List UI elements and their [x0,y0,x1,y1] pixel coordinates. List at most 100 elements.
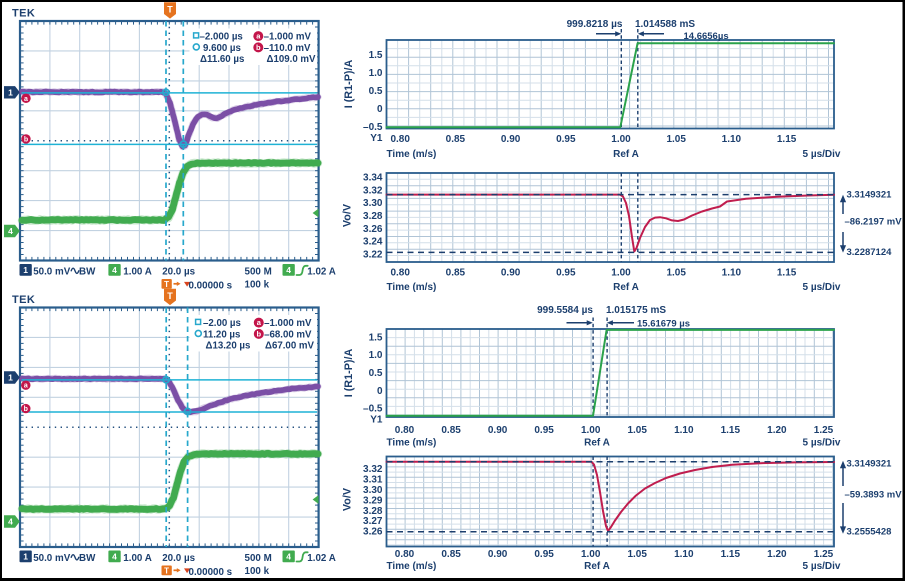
svg-text:BW: BW [79,553,96,564]
svg-text:b: b [256,43,261,52]
svg-text:100 k: 100 k [245,566,270,577]
svg-text:Ref A: Ref A [613,149,639,160]
svg-text:15.61679 µs: 15.61679 µs [637,319,690,330]
svg-text:1.15: 1.15 [721,549,741,560]
svg-text:0.95: 0.95 [534,549,554,560]
svg-text:–86.2197 mV: –86.2197 mV [845,217,903,228]
svg-text:TEK: TEK [12,8,35,20]
svg-text:T: T [167,5,173,15]
svg-text:1: 1 [8,373,13,383]
svg-text:0.90: 0.90 [501,268,521,279]
svg-text:1.10: 1.10 [722,268,742,279]
svg-text:3.22: 3.22 [363,250,383,261]
svg-text:5 µs/Div: 5 µs/Div [802,561,840,572]
svg-text:0.95: 0.95 [534,425,554,436]
svg-text:T: T [164,566,169,575]
svg-text:Vo/V: Vo/V [342,487,354,511]
svg-text:3.31: 3.31 [363,475,383,486]
svg-text:1.00: 1.00 [581,549,601,560]
svg-text:0.85: 0.85 [446,268,466,279]
svg-text:500 M: 500 M [245,553,272,564]
svg-text:4: 4 [286,552,291,562]
svg-text:–68.00 mV: –68.00 mV [264,329,312,340]
svg-text:1.05: 1.05 [627,425,647,436]
svg-text:Ref A: Ref A [584,438,610,449]
svg-text:Ref A: Ref A [584,561,610,572]
svg-text:1.5: 1.5 [369,333,383,344]
svg-text:–1.000 mV: –1.000 mV [264,32,312,43]
svg-text:3.3149321: 3.3149321 [847,459,893,470]
svg-text:Vo/V: Vo/V [342,203,354,227]
svg-text:a: a [257,318,262,327]
svg-text:3.32: 3.32 [363,185,383,196]
svg-text:5 µs/Div: 5 µs/Div [802,438,840,449]
svg-text:999.8218 µs: 999.8218 µs [567,19,623,30]
svg-text:T: T [164,280,169,289]
svg-text:1.05: 1.05 [627,549,647,560]
svg-text:Δ11.60 µs: Δ11.60 µs [200,54,244,65]
svg-text:1.20: 1.20 [767,549,787,560]
svg-text:5 µs/Div: 5 µs/Div [802,282,840,293]
svg-text:1: 1 [23,265,28,275]
svg-text:14.6656µs: 14.6656µs [684,31,729,42]
svg-text:999.5584 µs: 999.5584 µs [537,305,593,316]
svg-text:a: a [24,383,28,390]
svg-text:0.85: 0.85 [441,425,461,436]
svg-text:Y1: Y1 [370,133,383,144]
svg-text:20.0 µs: 20.0 µs [162,267,195,278]
svg-text:1.20: 1.20 [767,425,787,436]
svg-text:4: 4 [8,226,13,236]
svg-text:3.3149321: 3.3149321 [847,190,893,201]
svg-text:50.0 mV: 50.0 mV [33,267,71,278]
svg-text:0.90: 0.90 [501,134,521,145]
svg-text:11.20 µs: 11.20 µs [203,329,240,340]
svg-text:1.10: 1.10 [674,425,694,436]
svg-text:1.00: 1.00 [611,134,631,145]
svg-text:1.00 A: 1.00 A [123,553,152,564]
svg-text:4: 4 [286,265,291,275]
svg-text:0.80: 0.80 [390,134,410,145]
svg-text:1.00 A: 1.00 A [123,267,152,278]
svg-text:0.5: 0.5 [369,368,383,379]
svg-text:–1.000 mV: –1.000 mV [264,318,312,329]
svg-text:a: a [24,96,28,103]
svg-text:3.2555428: 3.2555428 [847,527,892,538]
svg-text:4: 4 [8,517,13,527]
svg-text:3.29: 3.29 [363,495,383,506]
svg-text:1.15: 1.15 [721,425,741,436]
svg-text:–0.5: –0.5 [363,122,383,133]
svg-text:Time (m/s): Time (m/s) [387,282,437,293]
svg-text:1.0: 1.0 [369,350,383,361]
svg-text:1: 1 [8,87,13,97]
svg-text:0.95: 0.95 [556,268,576,279]
svg-text:I (R1-P)/A: I (R1-P)/A [343,60,355,109]
svg-text:0.90: 0.90 [488,425,508,436]
svg-text:1.00: 1.00 [611,268,631,279]
svg-text:0.00000 s: 0.00000 s [189,280,233,291]
svg-text:Δ13.20 µs: Δ13.20 µs [206,341,251,352]
svg-text:1.015175 mS: 1.015175 mS [606,305,666,316]
svg-text:1.0: 1.0 [369,68,383,79]
svg-text:0: 0 [377,104,383,115]
svg-text:3.32: 3.32 [363,464,383,475]
svg-text:Time (m/s): Time (m/s) [387,149,437,160]
svg-text:500 M: 500 M [245,267,272,278]
svg-text:b: b [24,136,28,143]
svg-text:T: T [167,291,173,301]
svg-text:–110.0 mV: –110.0 mV [264,43,311,54]
svg-text:0.95: 0.95 [556,134,576,145]
svg-text:a: a [256,32,261,41]
svg-text:0.00000 s: 0.00000 s [189,567,233,578]
svg-text:3.28: 3.28 [363,211,383,222]
svg-text:–2.00 µs: –2.00 µs [203,318,241,329]
svg-text:1: 1 [23,552,28,562]
svg-text:1.05: 1.05 [666,268,686,279]
svg-text:1.10: 1.10 [674,549,694,560]
svg-text:0.80: 0.80 [395,549,415,560]
svg-text:Ref A: Ref A [613,282,639,293]
svg-text:1.5: 1.5 [369,50,383,61]
svg-text:b: b [24,406,28,413]
svg-text:3.26: 3.26 [363,527,383,538]
svg-text:3.26: 3.26 [363,224,383,235]
svg-text:Time (m/s): Time (m/s) [387,561,437,572]
